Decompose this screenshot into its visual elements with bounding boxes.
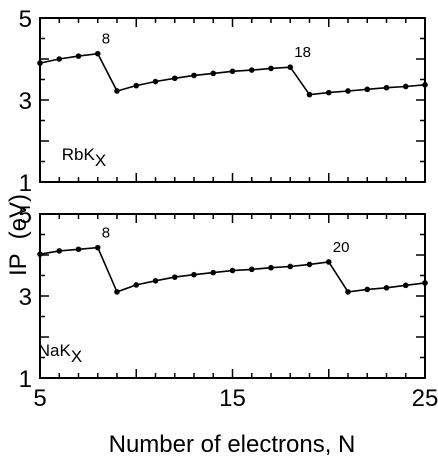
data-point — [210, 269, 217, 276]
data-point — [37, 60, 43, 66]
data-point — [94, 50, 101, 57]
magic-number-annotation: 8 — [102, 225, 110, 242]
y-tick-label: 1 — [19, 170, 32, 197]
data-point — [152, 278, 159, 284]
data-point — [402, 83, 409, 90]
data-point — [171, 75, 178, 82]
panel-label-main: RbK — [62, 145, 96, 164]
data-point — [152, 78, 159, 85]
data-point — [345, 88, 351, 94]
panel-label: NaKX — [38, 341, 82, 366]
x-tick-label: 25 — [412, 385, 438, 412]
data-point — [325, 259, 332, 265]
plot-frame — [39, 213, 426, 379]
magic-number-annotation: 8 — [102, 31, 110, 48]
data-point — [268, 264, 274, 271]
data-point — [229, 267, 236, 274]
data-point — [94, 244, 101, 251]
y-axis-label-ip: IP — [5, 253, 32, 276]
panel-label-subscript: X — [71, 347, 82, 366]
rbk-panel: 1 3 5 8 18 RbKX — [19, 6, 428, 197]
data-point — [306, 91, 313, 98]
y-tick-label: 1 — [19, 366, 32, 393]
panel-label-subscript: X — [95, 151, 106, 170]
x-tick-label: 5 — [33, 385, 46, 412]
data-point — [345, 289, 351, 295]
data-point — [268, 65, 274, 72]
data-point — [422, 82, 428, 88]
magic-number-annotation: 18 — [294, 44, 311, 61]
data-point — [75, 246, 82, 253]
data-point — [37, 251, 43, 257]
data-point — [56, 248, 63, 254]
data-point — [287, 64, 294, 70]
nak-panel: 1 3 5 5 15 25 8 20 NaKX — [19, 202, 438, 412]
data-point — [133, 282, 140, 288]
data-point — [114, 88, 120, 94]
data-point — [306, 261, 313, 268]
y-tick-label: 5 — [19, 202, 32, 229]
panel-label: RbKX — [62, 145, 106, 170]
y-axis-label-unit: (eV) — [5, 194, 32, 239]
data-point — [364, 286, 371, 293]
data-point — [422, 280, 428, 286]
data-point — [133, 82, 140, 89]
y-tick-label: 3 — [19, 88, 32, 115]
data-point — [364, 86, 371, 93]
data-point — [383, 285, 390, 291]
y-tick-label: 3 — [19, 284, 32, 311]
y-tick-label: 5 — [19, 6, 32, 33]
data-point — [171, 274, 178, 280]
panel-label-main: NaK — [38, 341, 72, 360]
x-tick-label: 15 — [219, 385, 246, 412]
data-point — [56, 56, 63, 62]
data-point — [191, 72, 197, 79]
magic-number-annotation: 20 — [333, 239, 350, 256]
data-point — [402, 282, 409, 289]
data-point — [210, 70, 217, 77]
data-point — [325, 89, 332, 96]
y-axis-label: IP (eV) — [5, 194, 32, 276]
x-axis-label: Number of electrons, N — [109, 431, 356, 458]
data-point — [248, 266, 255, 273]
data-point — [248, 67, 255, 73]
data-point — [229, 68, 236, 75]
data-point — [75, 53, 82, 59]
data-point — [114, 289, 120, 295]
data-point — [383, 84, 390, 91]
data-point — [287, 263, 294, 270]
data-point — [191, 271, 197, 278]
